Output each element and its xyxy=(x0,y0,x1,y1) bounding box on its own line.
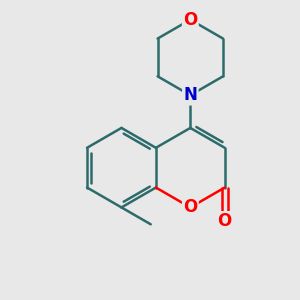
Text: N: N xyxy=(183,86,197,104)
Text: O: O xyxy=(218,212,232,230)
Text: O: O xyxy=(183,198,197,216)
Text: O: O xyxy=(183,11,197,29)
